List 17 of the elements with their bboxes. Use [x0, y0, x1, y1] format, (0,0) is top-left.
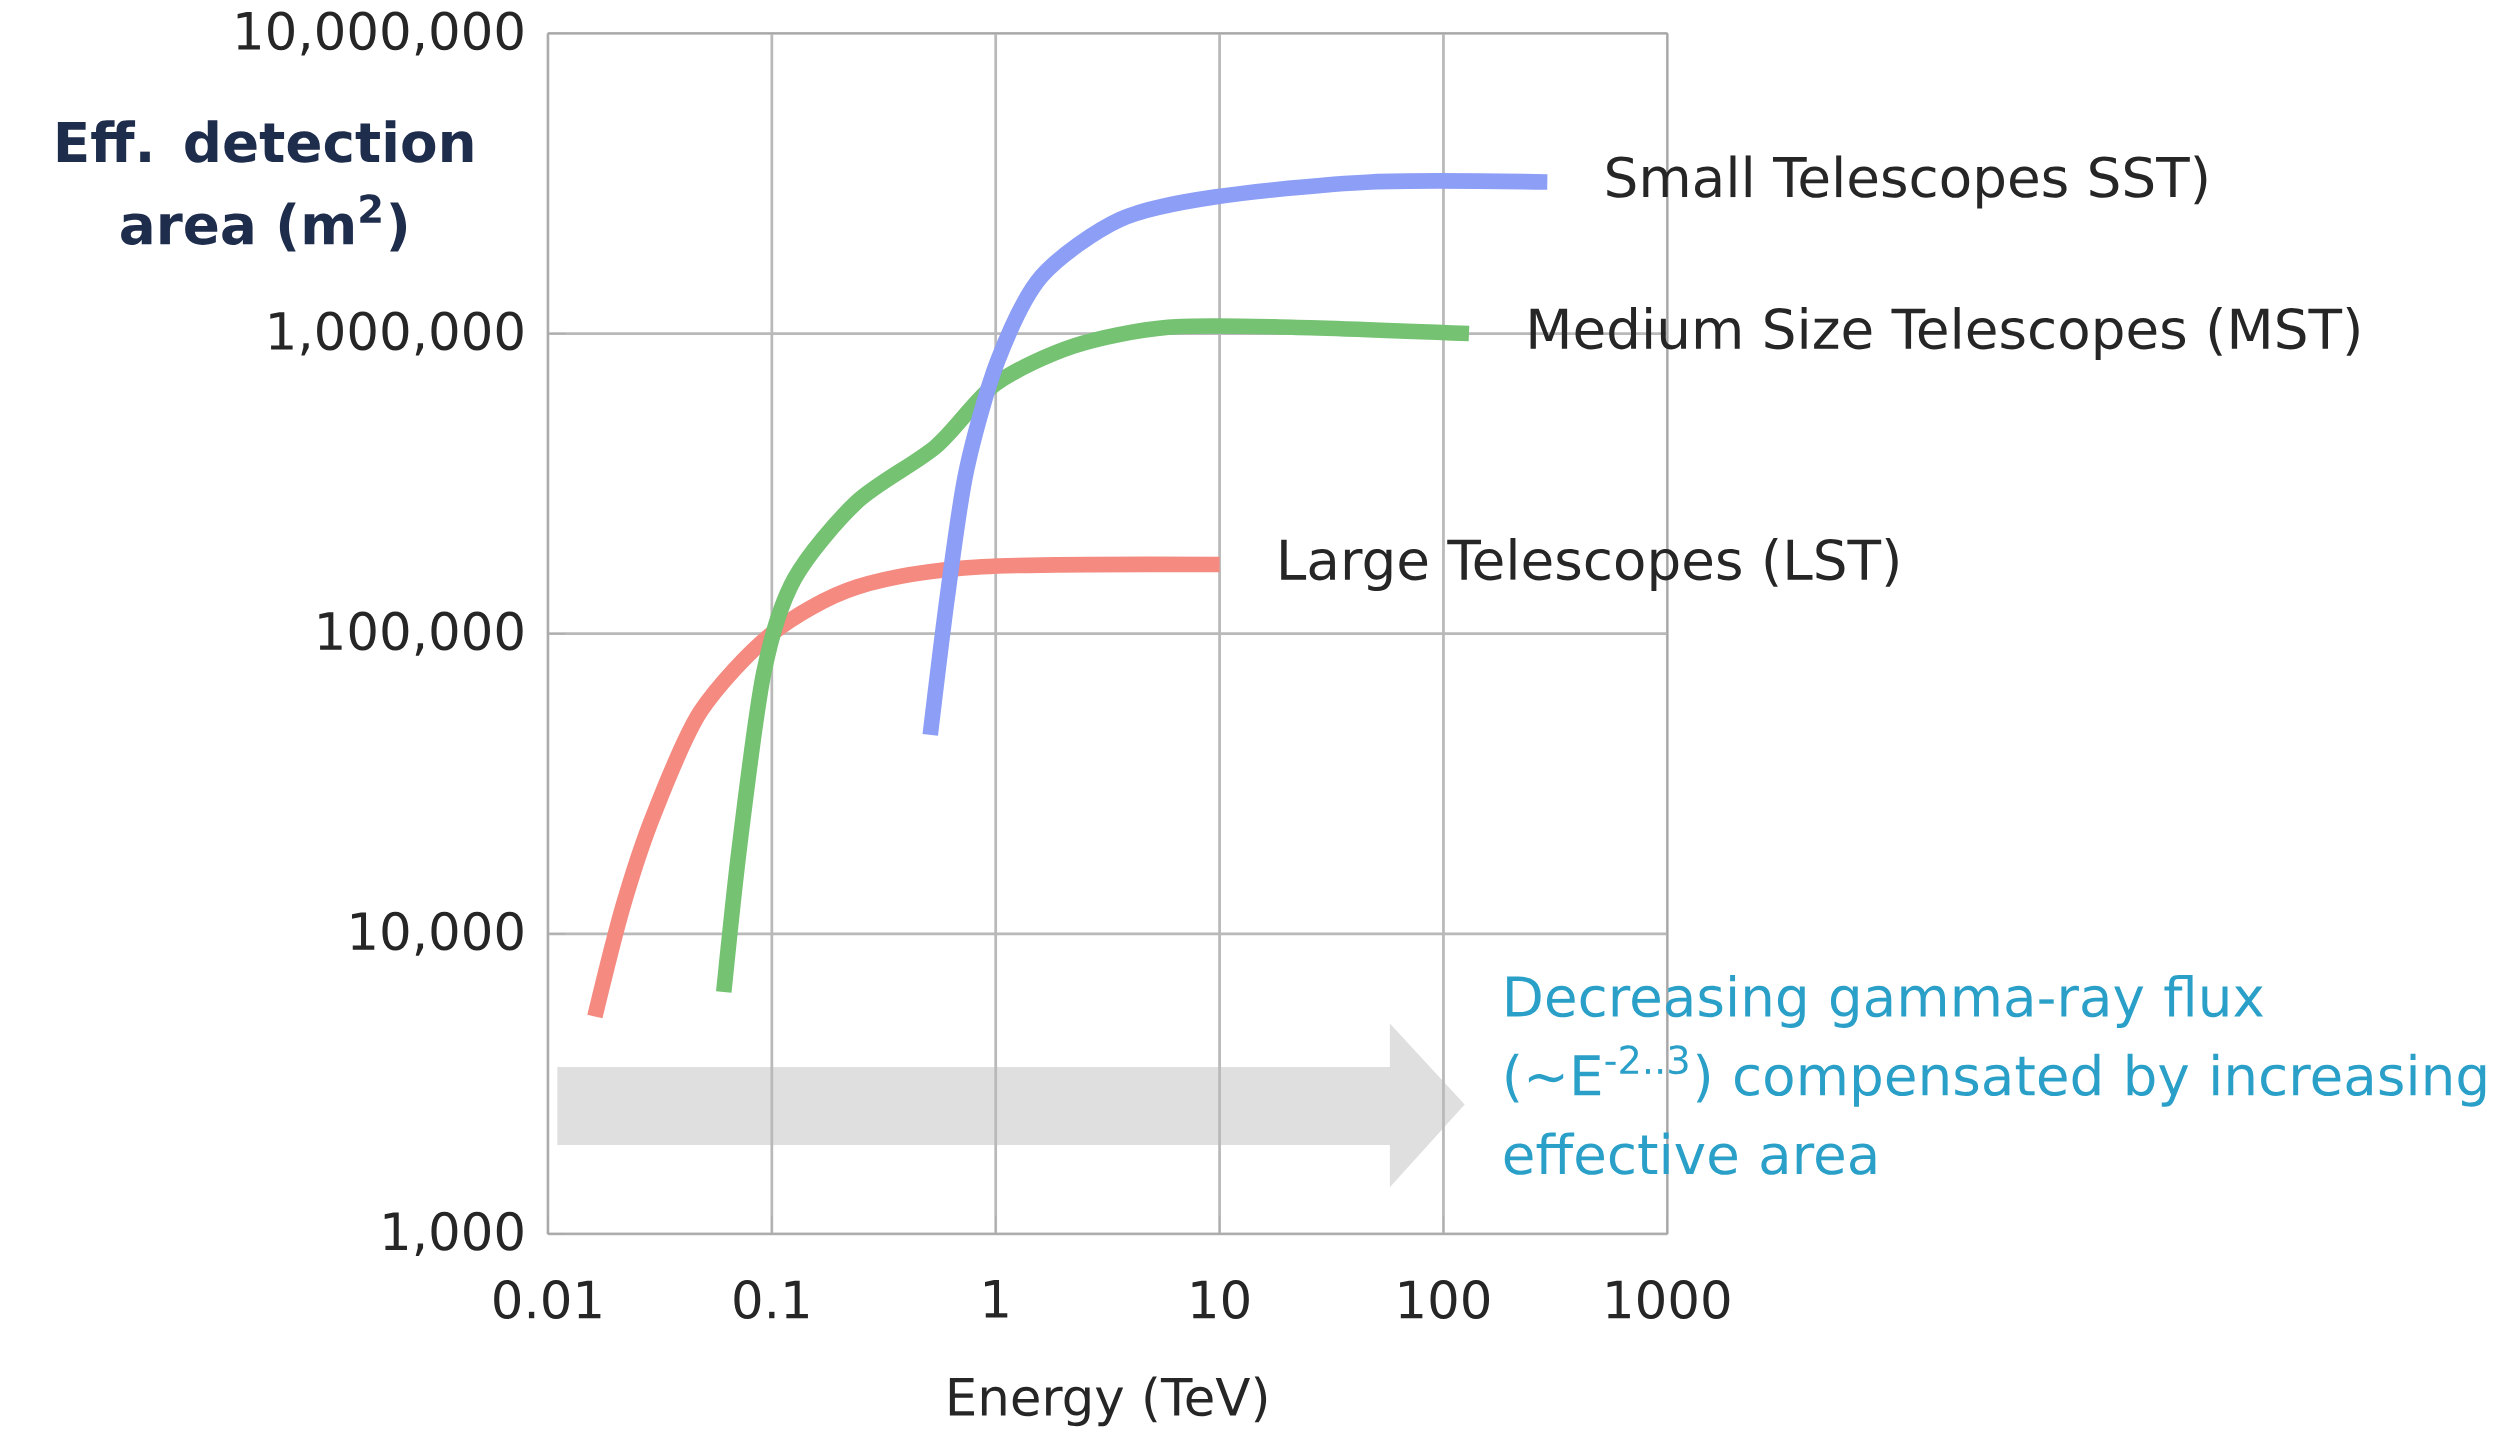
y-axis-title: Eff. detection area (m$^{2}$) — [57, 120, 473, 252]
x-tick-label: 0.01 — [494, 1280, 601, 1319]
y-tick-label: 10,000 — [352, 911, 523, 956]
x-tick-label: 0.1 — [734, 1280, 808, 1319]
series-label: Medium Size Telescopes (MST) — [1530, 307, 2359, 361]
y-tick-label: 1,000,000 — [270, 311, 523, 356]
x-tick-label: 10 — [1192, 1280, 1249, 1319]
y-tick-label: 10,000,000 — [237, 11, 523, 56]
x-axis-title: Energy (TeV) — [949, 1376, 1267, 1427]
y-tick-label: 1,000 — [384, 1211, 523, 1256]
annotation: Decreasing gamma-ray flux (~E$^{-2..3}$) compensated by increasing effective area — [1504, 974, 2486, 1175]
x-tick-label: 1 — [985, 1280, 1008, 1318]
x-tick-label: 100 — [1400, 1280, 1490, 1319]
series-label: Large Telescopes (LST) — [1281, 537, 1898, 591]
y-tick-label: 100,000 — [319, 611, 523, 656]
x-tick-label: 1000 — [1607, 1280, 1730, 1319]
series-label: Small Telescopes SST) — [1607, 155, 2207, 209]
